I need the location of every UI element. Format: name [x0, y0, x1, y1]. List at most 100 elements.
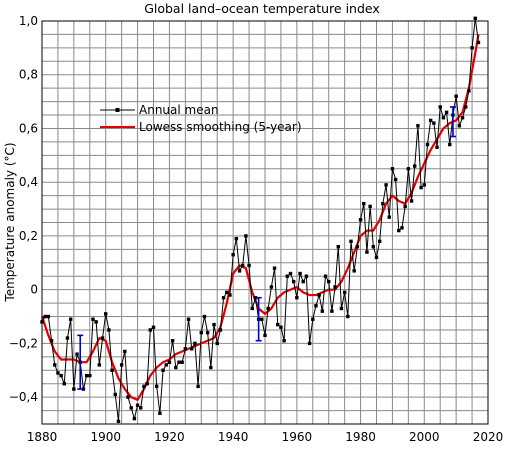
legend-annual-marker — [115, 108, 120, 112]
annual-mean-point — [304, 274, 309, 278]
annual-mean-point — [49, 339, 54, 343]
annual-mean-point — [46, 314, 51, 319]
annual-mean-point — [91, 317, 95, 321]
annual-mean-point — [444, 110, 449, 115]
annual-mean-point — [221, 296, 226, 300]
annual-mean-point — [279, 325, 283, 329]
annual-mean-point — [441, 116, 446, 120]
annual-mean-point — [237, 269, 242, 273]
error-bars — [77, 106, 456, 390]
annual-mean-point — [269, 285, 274, 289]
y-axis-label: Temperature anomaly (°C) — [3, 142, 17, 302]
annual-mean-point — [148, 328, 153, 332]
annual-mean-point — [199, 330, 203, 335]
annual-mean-point — [212, 322, 216, 327]
annual-mean-point — [158, 411, 162, 415]
annual-mean-point — [409, 199, 414, 203]
tick-labels: 1880 1900 1920 1940 1960 1980 2000 2020 −0,4 −0,2… — [9, 14, 503, 444]
y-tick-label: 0,2 — [19, 229, 38, 243]
y-tick-label: 0 — [30, 283, 38, 297]
annual-mean-point — [342, 290, 347, 295]
annual-mean-point — [253, 296, 258, 300]
annual-mean-point — [301, 279, 305, 284]
annual-mean-point — [113, 392, 117, 397]
annual-mean-point — [174, 365, 178, 370]
annual-mean-point — [228, 293, 232, 297]
y-tick-label: 1,0 — [19, 14, 38, 28]
x-tick-label: 1940 — [218, 430, 249, 444]
annual-mean-point — [135, 403, 140, 407]
annual-mean-point — [177, 360, 181, 364]
annual-mean-point — [298, 271, 302, 276]
annual-mean-point — [260, 317, 264, 321]
annual-mean-point — [317, 293, 321, 297]
annual-mean-point — [88, 373, 92, 378]
annual-mean-point — [454, 94, 458, 98]
annual-mean-point — [355, 244, 360, 249]
annual-mean-point — [154, 384, 159, 389]
x-tick-label: 1880 — [27, 430, 58, 444]
annual-mean-point — [43, 314, 47, 319]
annual-mean-point — [365, 250, 369, 254]
annual-mean-point — [311, 317, 315, 321]
y-tick-label: −0,4 — [9, 390, 38, 404]
y-tick-label: 0,6 — [19, 121, 38, 135]
annual-mean-point — [422, 183, 426, 187]
annual-mean-point — [190, 347, 194, 351]
grid — [42, 21, 488, 424]
annual-mean-point — [457, 124, 462, 128]
annual-mean-point — [346, 314, 350, 319]
annual-mean-point — [476, 40, 481, 45]
annual-mean-point — [196, 384, 200, 389]
annual-mean-point — [205, 330, 210, 335]
plot-frame — [41, 20, 489, 425]
annual-mean-point — [276, 322, 280, 327]
annual-mean-point — [75, 352, 79, 356]
annual-mean-point — [68, 317, 73, 321]
annual-mean-point — [272, 266, 277, 270]
y-tick-label: 0,4 — [19, 175, 38, 189]
annual-mean-point — [282, 339, 286, 343]
annual-mean-point — [448, 142, 452, 147]
annual-mean-point — [107, 328, 111, 332]
x-tick-label: 1980 — [345, 430, 376, 444]
annual-mean-point — [244, 234, 248, 238]
annual-mean-point — [330, 309, 334, 313]
annual-mean-point — [425, 142, 430, 147]
annual-mean-point — [100, 336, 105, 340]
annual-mean-point — [202, 314, 207, 319]
annual-mean-point — [295, 296, 299, 300]
annual-mean-point — [400, 226, 404, 230]
y-tick-label: −0,2 — [9, 336, 38, 350]
annual-mean-point — [320, 309, 325, 313]
annual-mean-point — [247, 263, 251, 268]
annual-mean-point — [428, 118, 433, 123]
annual-mean-point — [285, 274, 289, 278]
annual-mean-point — [377, 239, 382, 244]
annual-mean-point — [193, 341, 197, 346]
annual-mean-point — [336, 244, 340, 249]
annual-mean-point — [183, 347, 188, 351]
annual-mean-point — [473, 16, 477, 21]
annual-mean-point — [339, 306, 344, 311]
annual-mean-point — [132, 416, 137, 421]
annual-mean-point — [126, 395, 130, 399]
annual-mean-point — [81, 387, 86, 391]
annual-mean-point — [231, 253, 235, 257]
annual-mean-point — [327, 279, 331, 284]
annual-mean-point — [241, 263, 245, 268]
annual-mean-point — [349, 239, 353, 244]
annual-mean-point — [323, 274, 328, 278]
annual-mean-point — [464, 105, 468, 109]
legend-lowess-label: Lowess smoothing (5-year) — [139, 120, 302, 134]
annual-mean-point — [374, 255, 379, 260]
annual-mean-point — [129, 406, 133, 410]
annual-mean-point — [104, 312, 108, 316]
annual-mean-point — [209, 365, 213, 370]
annual-mean-point — [151, 325, 156, 329]
annual-mean-point — [225, 290, 229, 295]
annual-mean-point — [371, 244, 376, 249]
y-tick-label: 0,8 — [19, 68, 38, 82]
annual-mean-point — [352, 269, 356, 273]
lowess-line — [40, 34, 480, 401]
